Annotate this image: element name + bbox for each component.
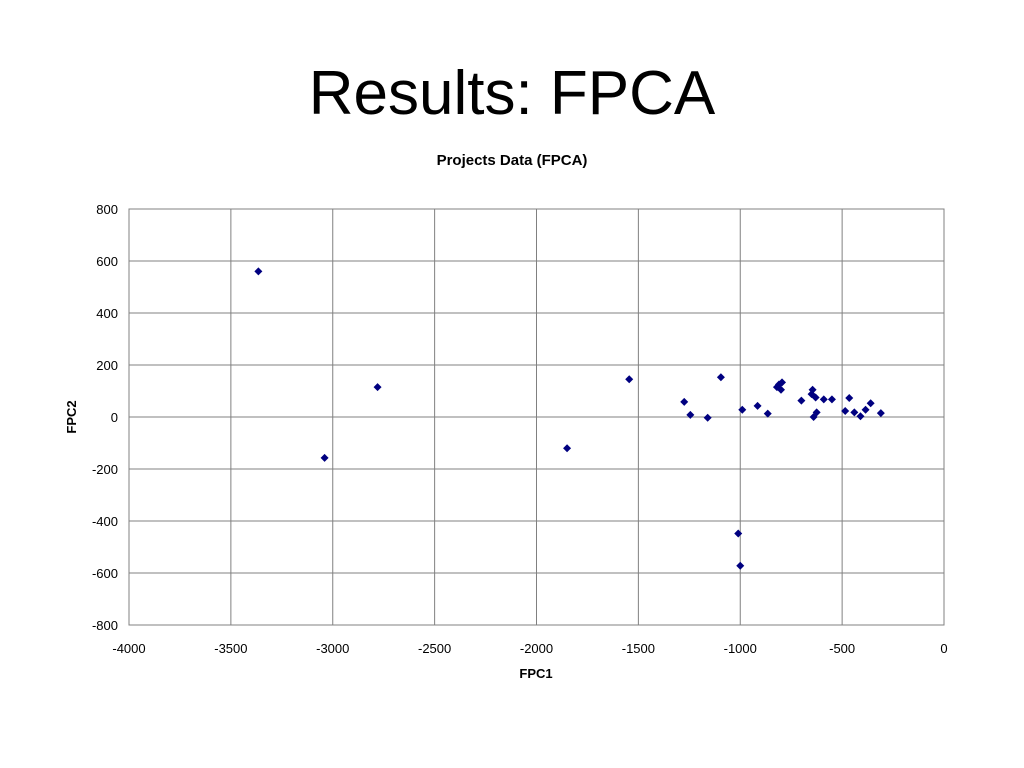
- data-point: [797, 396, 806, 405]
- data-point: [819, 395, 828, 404]
- data-point: [763, 409, 772, 418]
- data-point: [841, 407, 850, 416]
- y-tick-label: 800: [96, 202, 118, 217]
- x-tick-label: -500: [829, 641, 855, 656]
- data-point: [254, 267, 263, 276]
- y-tick-label: 400: [96, 306, 118, 321]
- x-tick-label: -3500: [214, 641, 247, 656]
- data-point: [777, 385, 785, 394]
- y-axis-label: FPC2: [64, 400, 79, 433]
- data-points: [254, 267, 885, 570]
- data-point: [845, 394, 854, 403]
- y-tick-label: 200: [96, 358, 118, 373]
- data-point: [716, 373, 725, 382]
- data-point: [808, 385, 817, 394]
- x-tick-label: 0: [940, 641, 947, 656]
- chart-title: Projects Data (FPCA): [437, 152, 588, 169]
- data-point: [686, 410, 695, 419]
- y-tick-label: -600: [92, 566, 118, 581]
- data-point: [861, 405, 870, 414]
- y-tick-label: -800: [92, 618, 118, 633]
- gridlines: [128, 208, 945, 626]
- y-tick-label: -200: [92, 462, 118, 477]
- x-tick-label: -1500: [622, 641, 655, 656]
- x-tick-label: -4000: [112, 641, 145, 656]
- y-tick-label: 600: [96, 254, 118, 269]
- y-tick-label: -400: [92, 514, 118, 529]
- data-point: [680, 397, 689, 406]
- data-point: [734, 529, 743, 538]
- data-point: [827, 395, 836, 404]
- data-point: [876, 409, 885, 418]
- data-point: [856, 412, 865, 421]
- x-tick-label: -3000: [316, 641, 349, 656]
- x-tick-label: -2500: [418, 641, 451, 656]
- data-point: [625, 375, 634, 384]
- x-tick-label: -2000: [520, 641, 553, 656]
- data-point: [373, 383, 382, 392]
- data-point: [866, 399, 875, 408]
- data-point: [703, 413, 712, 422]
- data-point: [736, 561, 745, 570]
- x-axis-label: FPC1: [519, 666, 552, 681]
- data-point: [320, 453, 329, 462]
- data-point: [563, 444, 572, 453]
- data-point: [850, 408, 859, 417]
- data-point: [778, 378, 787, 387]
- tick-labels: -4000 -3500 -3000 -2500 -2000 -1500 -1000 -500 0…: [92, 202, 948, 656]
- slide-title: Results: FPCA: [308, 59, 716, 128]
- x-tick-label: -1000: [724, 641, 757, 656]
- y-tick-label: 0: [111, 410, 118, 425]
- data-point: [812, 408, 821, 417]
- data-point: [738, 405, 747, 414]
- data-point: [811, 393, 820, 402]
- data-point: [753, 401, 762, 410]
